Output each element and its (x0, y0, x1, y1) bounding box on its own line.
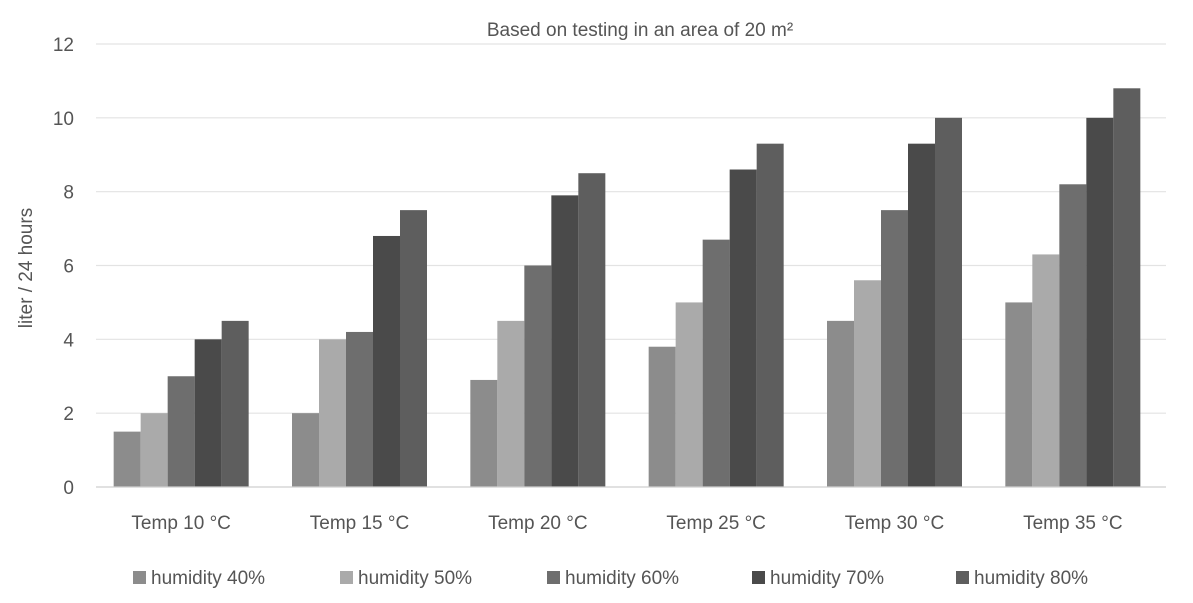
bar (1032, 254, 1060, 487)
bar (675, 302, 703, 487)
y-tick-label: 8 (63, 183, 74, 204)
bar (140, 413, 168, 487)
bar (756, 143, 784, 488)
bars (113, 88, 1141, 488)
x-tick-label: Temp 10 °C (131, 513, 230, 534)
x-tick-label: Temp 35 °C (1023, 513, 1122, 534)
bar (551, 195, 579, 487)
legend-label: humidity 80% (974, 568, 1088, 589)
legend-label: humidity 40% (151, 568, 265, 589)
y-tick-label: 4 (63, 330, 74, 351)
bar (1086, 117, 1114, 487)
legend-item: humidity 70% (752, 568, 884, 589)
bar (497, 320, 525, 487)
legend-swatch (752, 571, 765, 584)
bar (881, 210, 908, 487)
x-tick-label: Temp 15 °C (310, 513, 409, 534)
bar (908, 143, 935, 488)
y-tick-label: 2 (63, 404, 74, 425)
x-tick-label: Temp 25 °C (666, 513, 765, 534)
bar (373, 235, 400, 487)
legend-swatch (547, 571, 560, 584)
legend-label: humidity 50% (358, 568, 472, 589)
bar (194, 339, 222, 487)
y-axis-label: liter / 24 hours (16, 208, 37, 328)
legend-item: humidity 40% (133, 568, 265, 589)
bar (167, 376, 195, 487)
bar (346, 331, 373, 487)
bar (1113, 88, 1141, 488)
legend-swatch (956, 571, 969, 584)
y-tick-label: 12 (53, 35, 74, 56)
bar (221, 320, 249, 487)
y-tick-label: 6 (63, 257, 74, 278)
bar (827, 320, 854, 487)
x-tick-label: Temp 20 °C (488, 513, 587, 534)
bar (1059, 184, 1087, 488)
x-tick-label: Temp 30 °C (845, 513, 944, 534)
bar (470, 379, 498, 487)
legend-swatch (133, 571, 146, 584)
axes: 0 2 4 6 8 10 12 Temp 10 °C Temp 15 °C Temp 20 °C T… (53, 35, 1166, 534)
y-tick-label: 0 (63, 478, 74, 499)
legend-item: humidity 50% (340, 568, 472, 589)
bar (113, 431, 141, 487)
legend: humidity 40% humidity 50% humidity 60% humi… (133, 568, 1088, 589)
legend-swatch (340, 571, 353, 584)
bar (578, 173, 606, 488)
bar (319, 339, 346, 487)
bar (1005, 302, 1033, 487)
bar (400, 210, 427, 487)
bar (292, 413, 319, 487)
bar (702, 239, 730, 487)
legend-label: humidity 60% (565, 568, 679, 589)
y-tick-label: 10 (53, 109, 74, 130)
bar (524, 265, 552, 487)
bar (729, 169, 757, 487)
bar (648, 346, 676, 487)
legend-item: humidity 80% (956, 568, 1088, 589)
bar (854, 280, 881, 487)
chart-subtitle: Based on testing in an area of 20 m² (487, 20, 793, 41)
legend-label: humidity 70% (770, 568, 884, 589)
grid (96, 43, 1166, 414)
legend-item: humidity 60% (547, 568, 679, 589)
bar (935, 117, 962, 487)
